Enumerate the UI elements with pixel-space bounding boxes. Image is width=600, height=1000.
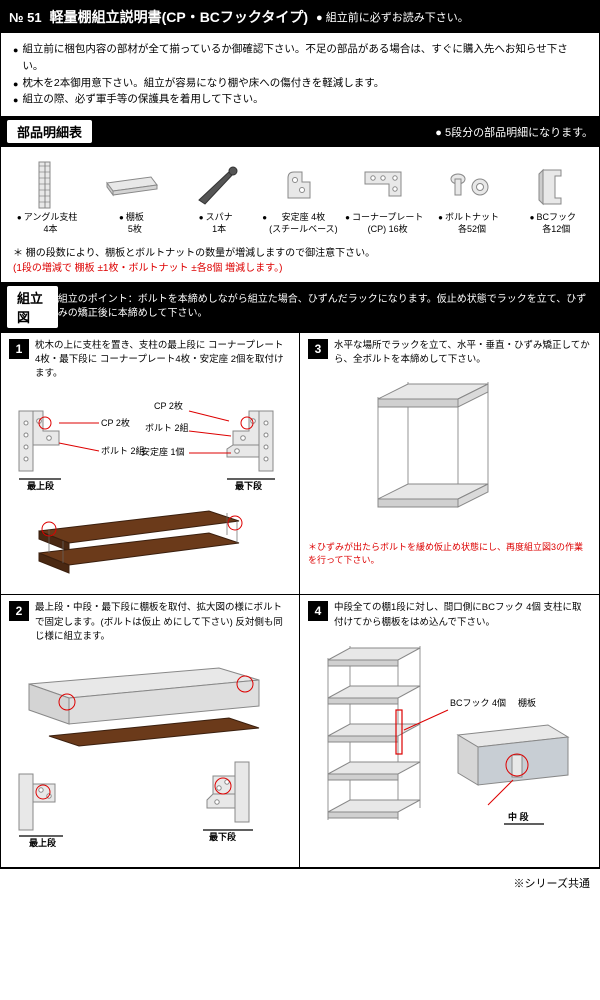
step-2: 2 最上段・中段・最下段に棚板を取付、拡大図の様にボルトで固定します。(ボルトは…: [1, 595, 300, 868]
step-1-text: 枕木の上に支柱を置き、支柱の最上段に コーナープレート 4枚・最下段に コーナー…: [35, 339, 291, 382]
pre-notes-list: 組立前に梱包内容の部材が全て揃っているか御確認下さい。不足の部品がある場合は、す…: [1, 33, 599, 116]
svg-text:安定座 1個: 安定座 1個: [141, 446, 185, 457]
svg-text:最下段: 最下段: [235, 480, 263, 491]
parts-header: 部品明細表 ● 5段分の部品明細になります。: [1, 116, 599, 147]
step-1-number: 1: [9, 339, 29, 359]
parts-subtitle: ● 5段分の部品明細になります。: [435, 124, 593, 140]
svg-text:CP 2枚: CP 2枚: [154, 400, 183, 411]
parts-note: ＊ 棚の段数により、棚板とボルトナットの数量が増減しますので御注意下さい。 (1…: [1, 242, 599, 282]
spanner-icon: [176, 157, 256, 212]
base-plate-icon: [260, 157, 340, 212]
list-item: 組立前に梱包内容の部材が全て揃っているか御確認下さい。不足の部品がある場合は、す…: [13, 41, 587, 75]
step-1: 1 枕木の上に支柱を置き、支柱の最上段に コーナープレート 4枚・最下段に コー…: [1, 333, 300, 596]
svg-text:最上段: 最上段: [29, 837, 57, 848]
step-4: 4 中段全ての棚1段に対し、間口側にBCフック 4個 支柱に取付けてから棚板をは…: [300, 595, 599, 868]
part-corner-plate: コーナープレート(CP) 16枚: [344, 157, 424, 235]
list-item: 組立の際、必ず軍手等の保護具を着用して下さい。: [13, 91, 587, 108]
step-2-text: 最上段・中段・最下段に棚板を取付、拡大図の様にボルトで固定します。(ボルトは仮止…: [35, 601, 291, 644]
svg-text:BCフック 4個: BCフック 4個: [450, 697, 506, 708]
corner-plate-icon: [344, 157, 424, 212]
step-3: 3 水平な場所でラックを立て、水平・垂直・ひずみ矯正してから、全ボルトを本締めし…: [300, 333, 599, 596]
parts-title: 部品明細表: [7, 120, 92, 143]
parts-note-red: (1段の増減で 棚板 ±1枚・ボルトナット ±各8個 増減します。): [13, 263, 282, 274]
svg-text:中 段: 中 段: [508, 811, 530, 822]
doc-number: № 51: [9, 10, 42, 25]
svg-text:ボルト 2組: ボルト 2組: [101, 445, 145, 456]
part-base-plate: 安定座 4枚(スチールベース): [260, 157, 340, 235]
footnote: ※シリーズ共通: [0, 869, 600, 897]
steps-grid: 1 枕木の上に支柱を置き、支柱の最上段に コーナープレート 4枚・最下段に コー…: [1, 332, 599, 869]
step-4-number: 4: [308, 601, 328, 621]
parts-row: アングル支柱4本 棚板5枚 スパナ1本 安定座 4枚(スチールベース): [1, 147, 599, 241]
step-2-number: 2: [9, 601, 29, 621]
assembly-header: 組立図 組立のポイント：ボルトを本締めしながら組立た場合、ひずんだラックになりま…: [1, 282, 599, 332]
step-4-text: 中段全ての棚1段に対し、間口側にBCフック 4個 支柱に取付けてから棚板をはめ込…: [334, 601, 591, 630]
step-3-warning: ＊ひずみが出たらボルトを緩め仮止め状態にし、再度組立図3の作業を行って下さい。: [308, 541, 591, 566]
svg-text:最下段: 最下段: [209, 831, 237, 842]
bc-hook-icon: [513, 157, 593, 212]
svg-text:CP 2枚: CP 2枚: [101, 417, 130, 428]
bolt-nut-icon: [428, 157, 508, 212]
svg-text:棚板: 棚板: [518, 697, 536, 708]
header-note: ● 組立前に必ずお読み下さい。: [316, 9, 469, 25]
step-3-diagram: [308, 367, 568, 532]
part-shelf: 棚板5枚: [91, 157, 171, 235]
list-item: 枕木を2本御用意下さい。組立が容易になり棚や床への傷付きを軽減します。: [13, 75, 587, 92]
shelf-icon: [91, 157, 171, 212]
assembly-tip: 組立のポイント：ボルトを本締めしながら組立た場合、ひずんだラックになります。仮止…: [58, 293, 593, 321]
assembly-title: 組立図: [7, 286, 58, 328]
part-angle-post: アングル支柱4本: [7, 157, 87, 235]
doc-title: 軽量棚組立説明書(CP・BCフックタイプ): [50, 7, 308, 27]
part-spanner: スパナ1本: [176, 157, 256, 235]
part-bc-hook: BCフック各12個: [513, 157, 593, 235]
svg-text:最上段: 最上段: [27, 480, 55, 491]
step-4-diagram: BCフック 4個 棚板 中 段: [308, 630, 588, 840]
part-bolt-nut: ボルトナット各52個: [428, 157, 508, 235]
svg-text:ボルト 2組: ボルト 2組: [145, 422, 189, 433]
header-bar: № 51 軽量棚組立説明書(CP・BCフックタイプ) ● 組立前に必ずお読み下さ…: [1, 1, 599, 33]
step-1-diagram: CP 2枚 ボルト 2組 最上段 CP 2枚 ボルト 2組 安定座 1個 最下段: [9, 381, 289, 581]
instruction-sheet: № 51 軽量棚組立説明書(CP・BCフックタイプ) ● 組立前に必ずお読み下さ…: [0, 0, 600, 869]
step-3-number: 3: [308, 339, 328, 359]
step-2-diagram: 最上段 最下段: [9, 644, 289, 854]
angle-post-icon: [7, 157, 87, 212]
step-3-text: 水平な場所でラックを立て、水平・垂直・ひずみ矯正してから、全ボルトを本締めして下…: [334, 339, 591, 368]
